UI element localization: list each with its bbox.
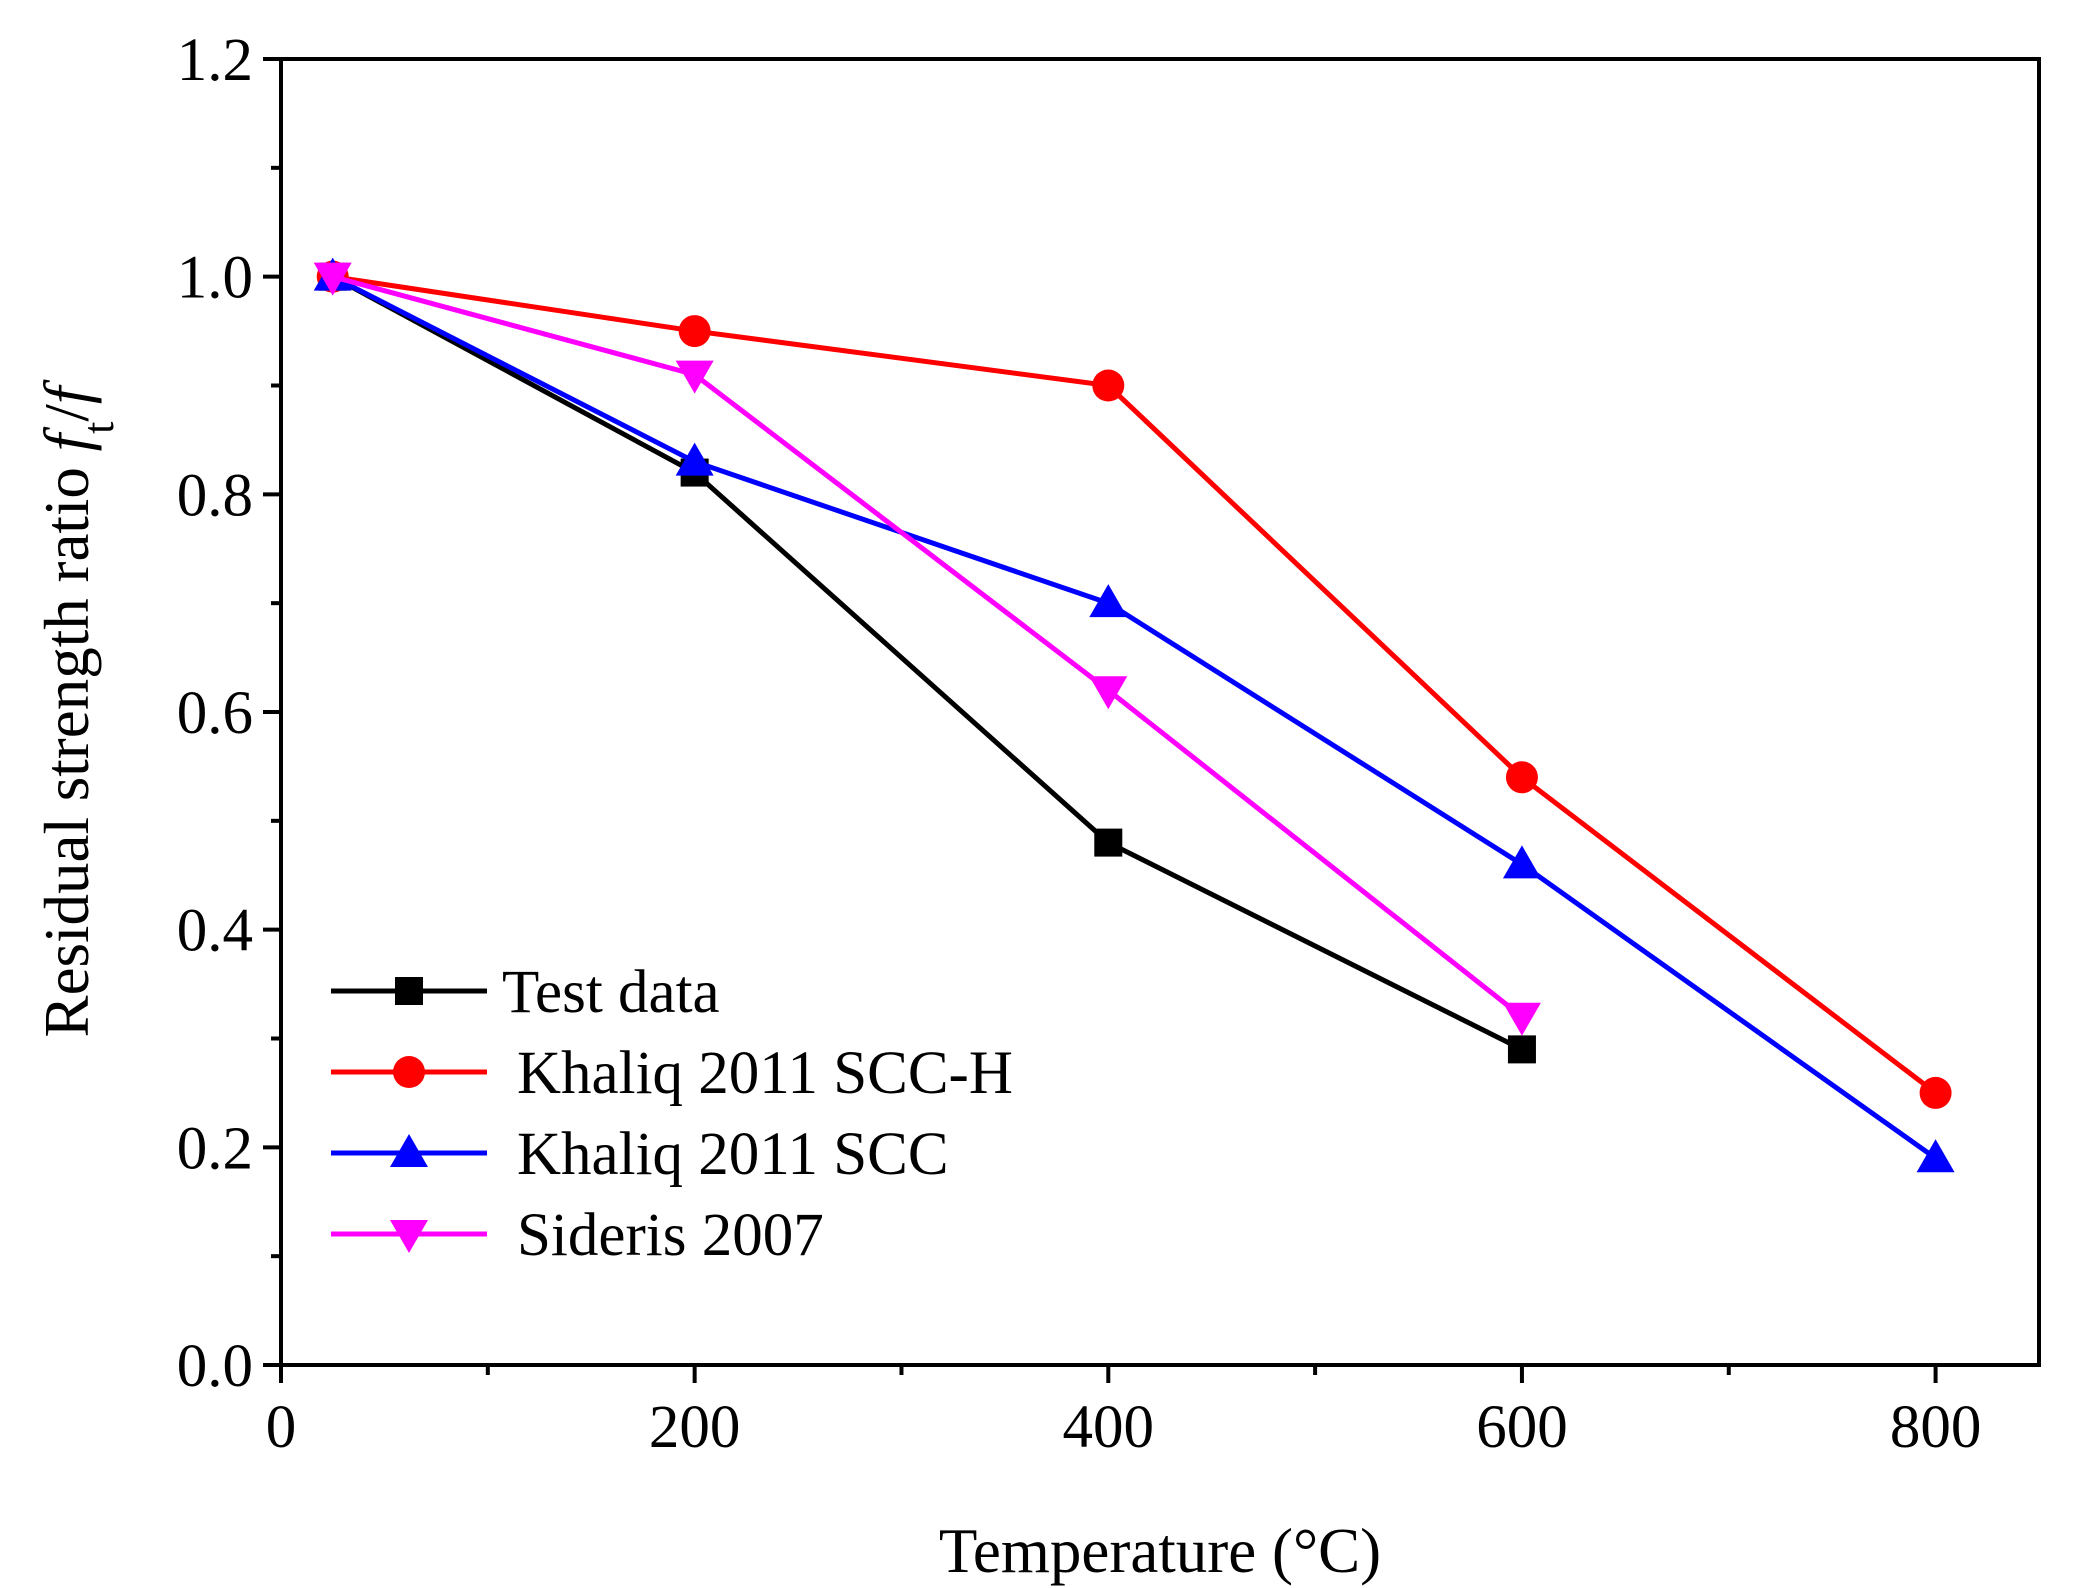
x-tick-label: 0 (266, 1394, 297, 1461)
y-tick-label: 0.0 (177, 1333, 253, 1400)
legend-label: Sideris 2007 (517, 1202, 824, 1269)
legend-label: Khaliq 2011 SCC (517, 1121, 949, 1188)
data-point (1502, 845, 1541, 879)
data-point (1916, 1139, 1955, 1173)
y-axis-title-text: Residual strength ratio (32, 451, 102, 1037)
legend-item: Khaliq 2011 SCC-H (331, 1040, 1013, 1107)
series-layer (313, 257, 1955, 1173)
y-tick-label: 0.2 (177, 1115, 253, 1182)
y-tick-label: 1.2 (177, 27, 253, 94)
x-tick-label: 400 (1063, 1394, 1155, 1461)
series-khaliq-2011-scc (313, 257, 1955, 1173)
data-point (678, 315, 711, 348)
x-tick-label: 600 (1476, 1394, 1568, 1461)
y-axis-title: Residual strength ratio ft/f (32, 379, 123, 1037)
data-point (1089, 584, 1128, 618)
data-point (675, 360, 714, 394)
y-tick-labels: 0.0 0.2 0.4 0.6 0.8 1.0 1.2 (177, 27, 253, 1400)
x-tick-label: 800 (1890, 1394, 1982, 1461)
y-axis-title-sub: t (74, 422, 123, 434)
y-axis-title-var2: f (32, 379, 102, 404)
legend-marker (390, 1134, 428, 1167)
y-tick-label: 1.0 (177, 245, 253, 312)
legend-item: Khaliq 2011 SCC (331, 1121, 949, 1188)
data-point (1919, 1076, 1952, 1109)
legend: Test data Khaliq 2011 SCC-H Khaliq 2011 SC… (331, 959, 1013, 1269)
data-point (675, 442, 714, 476)
legend-marker (390, 1220, 428, 1253)
x-tick-label: 200 (649, 1394, 741, 1461)
x-axis-title: Temperature (°C) (939, 1516, 1381, 1586)
series-line (332, 274, 1524, 1019)
y-tick-label: 0.8 (177, 462, 253, 529)
data-point (1507, 1035, 1536, 1064)
legend-marker (395, 977, 423, 1005)
series-line (331, 274, 1524, 1052)
data-point (1089, 676, 1128, 710)
legend-marker (393, 1056, 425, 1088)
series-sideris-2007 (313, 262, 1541, 1036)
legend-label: Test data (502, 959, 720, 1026)
y-tick-label: 0.6 (177, 680, 253, 747)
x-tick-labels: 0 200 400 600 800 (266, 1394, 1982, 1461)
legend-item: Sideris 2007 (331, 1202, 824, 1269)
axis-ticks (263, 57, 1938, 1383)
data-point (313, 262, 352, 296)
data-point (1502, 1002, 1541, 1036)
legend-label: Khaliq 2011 SCC-H (517, 1040, 1013, 1107)
y-tick-label: 0.4 (177, 898, 253, 965)
data-point (1505, 761, 1538, 794)
y-axis-title-sep: / (32, 404, 102, 422)
legend-item: Test data (331, 959, 720, 1026)
series-test-data (318, 262, 1536, 1064)
data-point (1092, 369, 1125, 402)
data-point (1094, 828, 1123, 857)
